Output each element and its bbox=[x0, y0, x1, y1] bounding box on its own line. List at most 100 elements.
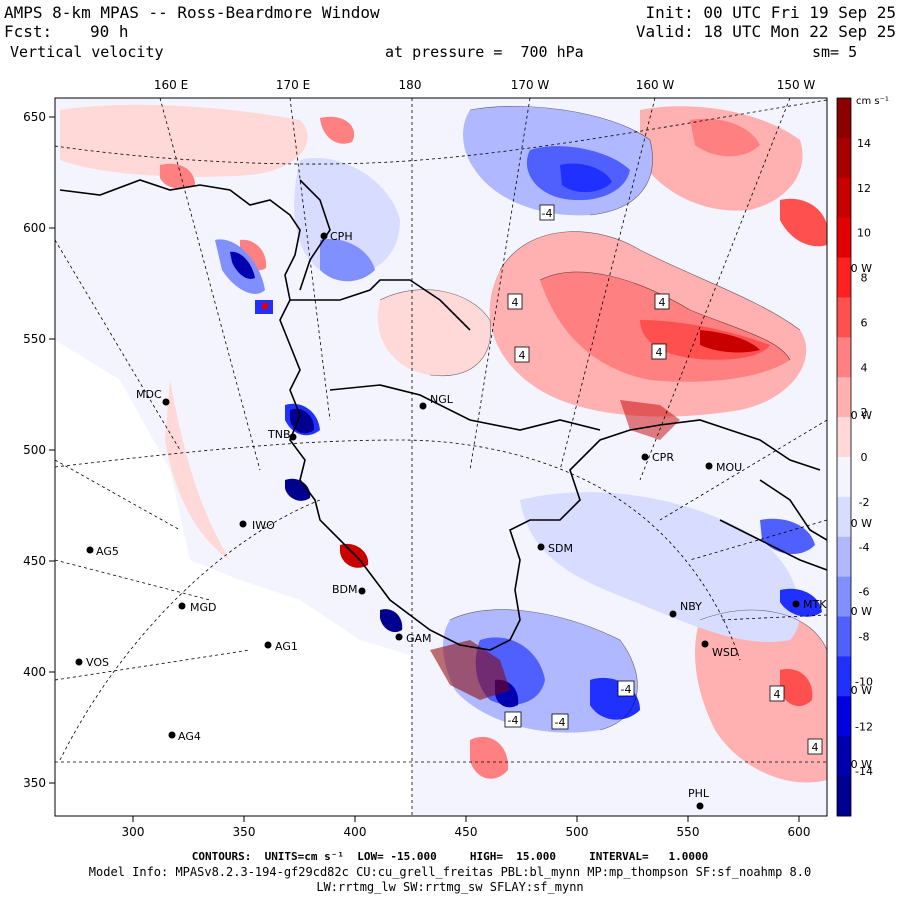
colorbar-cell bbox=[837, 776, 851, 817]
descent-regions bbox=[215, 106, 822, 733]
x-tick-label: 450 bbox=[455, 825, 478, 839]
field-name: Vertical velocity bbox=[10, 43, 164, 61]
colorbar-tick-label: 0 bbox=[861, 451, 868, 464]
contour-label: 4 bbox=[507, 293, 523, 310]
contour-lines bbox=[379, 106, 827, 731]
forecast-hour-value: 90 h bbox=[90, 22, 129, 41]
station-gam: GAM bbox=[395, 632, 432, 645]
contour-label: -4 bbox=[504, 711, 522, 728]
init-time: Init: 00 UTC Fri 19 Sep 25 bbox=[645, 3, 896, 22]
colorbar-cell bbox=[837, 217, 851, 259]
map-plot-area: -4 4 4 4 4 -4 -4 -4 4 4 MDC NGL TNB IWO … bbox=[55, 98, 827, 816]
x-tick-label: 600 bbox=[788, 825, 811, 839]
colorbar-cell bbox=[837, 297, 851, 338]
y-tick-label: 450 bbox=[23, 554, 46, 568]
svg-text:MGD: MGD bbox=[190, 601, 217, 614]
colorbar-tick-label: -14 bbox=[855, 765, 873, 778]
lon-label: 170 E bbox=[276, 78, 310, 92]
y-tick-label: 350 bbox=[23, 776, 46, 790]
colorbar-tick-label: 12 bbox=[857, 182, 871, 195]
station-ag5: AG5 bbox=[86, 545, 119, 558]
station-phl: PHL bbox=[688, 787, 710, 810]
colorbar-cell bbox=[837, 457, 851, 498]
smoothing-value: sm= 5 bbox=[812, 43, 858, 61]
svg-text:NGL: NGL bbox=[430, 393, 454, 406]
station-nby: NBY bbox=[669, 600, 702, 618]
svg-text:MOU: MOU bbox=[716, 461, 742, 474]
station-cph: CPH bbox=[320, 230, 353, 243]
y-tick-label: 550 bbox=[23, 332, 46, 346]
lon-label: 180 bbox=[399, 78, 422, 92]
station-tnb: TNB bbox=[267, 428, 297, 441]
coastline bbox=[59, 179, 827, 651]
svg-text:-4: -4 bbox=[542, 207, 553, 220]
contour-label: -4 bbox=[551, 713, 569, 730]
station-ag4: AG4 bbox=[168, 730, 201, 743]
colorbar-units: cm s⁻¹ bbox=[856, 96, 889, 107]
svg-text:AG4: AG4 bbox=[178, 730, 201, 743]
station-cpr: CPR bbox=[641, 451, 674, 464]
svg-text:AG1: AG1 bbox=[275, 640, 298, 653]
map-title: AMPS 8-km MPAS -- Ross-Beardmore Window bbox=[4, 3, 380, 22]
lon-label: 160 W bbox=[636, 78, 675, 92]
svg-text:4: 4 bbox=[659, 296, 666, 309]
colorbar-tick-label: -8 bbox=[859, 631, 870, 644]
station-ngl: NGL bbox=[419, 393, 454, 410]
colorbar-cell bbox=[837, 696, 851, 737]
colorbar-cell bbox=[837, 377, 851, 418]
colorbar-tick-label: 10 bbox=[857, 227, 871, 240]
colorbar-tick-label: -6 bbox=[859, 586, 870, 599]
model-info: Model Info: MPASv8.2.3-194-gf29cd82c CU:… bbox=[88, 865, 812, 879]
colorbar-tick-label: 4 bbox=[861, 361, 868, 374]
svg-text:VOS: VOS bbox=[86, 656, 109, 669]
station-markers: MDC NGL TNB IWO AG5 MGD BDM GAM AG1 VOS … bbox=[75, 230, 827, 810]
colorbar-tick-label: 14 bbox=[857, 137, 871, 150]
y-tick-label: 650 bbox=[23, 110, 46, 124]
svg-text:4: 4 bbox=[512, 296, 519, 309]
colorbar-cell bbox=[837, 496, 851, 538]
x-tick-label: 550 bbox=[677, 825, 700, 839]
y-axis: 650 600 550 500 450 400 350 bbox=[23, 110, 55, 790]
colorbar-cell bbox=[837, 736, 851, 777]
y-tick-label: 500 bbox=[23, 443, 46, 457]
station-ag1: AG1 bbox=[264, 640, 298, 653]
x-tick-label: 500 bbox=[566, 825, 589, 839]
y-tick-label: 600 bbox=[23, 221, 46, 235]
station-bdm: BDM bbox=[332, 583, 366, 596]
station-mtk: MTK bbox=[792, 598, 827, 611]
x-axis: 300 350 400 450 500 550 600 bbox=[122, 816, 811, 839]
svg-text:CPH: CPH bbox=[330, 230, 353, 243]
colorbar-cell bbox=[837, 98, 851, 139]
station-wsd: WSD bbox=[701, 640, 738, 659]
svg-text:GAM: GAM bbox=[406, 632, 432, 645]
physics-info: LW:rrtmg_lw SW:rrtmg_sw SFLAY:sf_mynn bbox=[316, 880, 584, 894]
svg-text:-4: -4 bbox=[555, 716, 566, 729]
colorbar-cell bbox=[837, 137, 851, 179]
map-frame bbox=[54, 97, 828, 817]
x-tick-label: 400 bbox=[344, 825, 367, 839]
colorbar-tick-label: 6 bbox=[861, 316, 868, 329]
colorbar-cell bbox=[837, 257, 851, 298]
x-tick-label: 350 bbox=[233, 825, 256, 839]
contour-value-labels: -4 4 4 4 4 -4 -4 -4 4 4 bbox=[504, 204, 823, 755]
colorbar: cm s⁻¹ 14 12 10 8 6 4 2 0 -2 -4 -6 -8 -1… bbox=[836, 96, 889, 817]
contour-label: 4 bbox=[651, 343, 667, 360]
colorbar-cell bbox=[837, 417, 851, 458]
lon-label: 170 W bbox=[511, 78, 550, 92]
ice-sheet-region bbox=[55, 340, 412, 816]
svg-text:SDM: SDM bbox=[548, 542, 573, 555]
lon-label: 160 E bbox=[154, 78, 188, 92]
contour-label: -4 bbox=[539, 204, 555, 221]
colorbar-cell bbox=[837, 656, 851, 697]
svg-text:CPR: CPR bbox=[652, 451, 674, 464]
colorbar-tick-label: -12 bbox=[855, 720, 873, 733]
svg-text:AG5: AG5 bbox=[96, 545, 119, 558]
svg-text:BDM: BDM bbox=[332, 583, 358, 596]
svg-text:-4: -4 bbox=[621, 683, 632, 696]
pressure-level: at pressure = 700 hPa bbox=[385, 43, 584, 61]
colorbar-cell bbox=[837, 616, 851, 657]
colorbar-tick-label: -2 bbox=[859, 496, 870, 509]
y-tick-label: 400 bbox=[23, 665, 46, 679]
colorbar-tick-label: 8 bbox=[861, 272, 868, 285]
contour-label: -4 bbox=[617, 680, 635, 697]
